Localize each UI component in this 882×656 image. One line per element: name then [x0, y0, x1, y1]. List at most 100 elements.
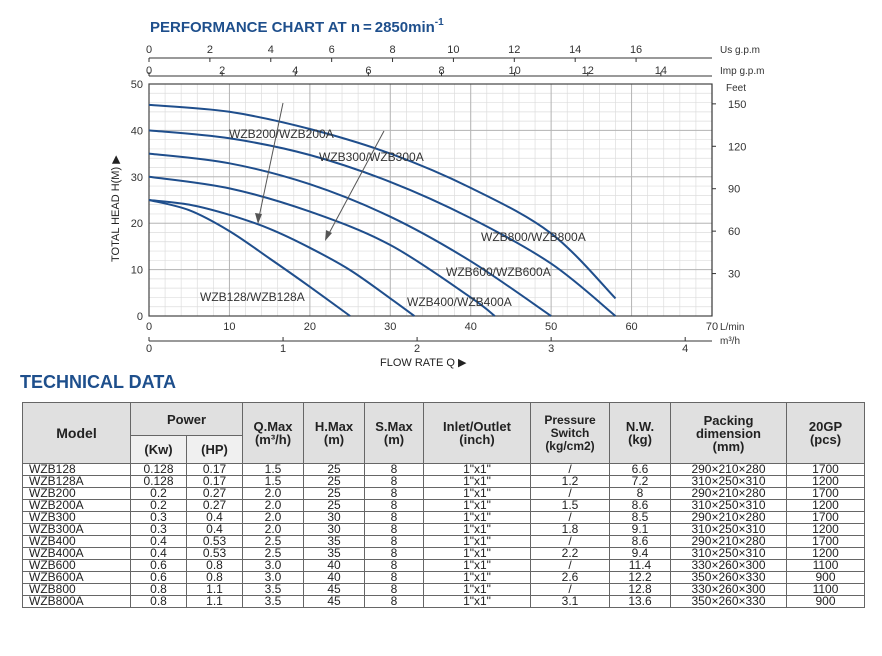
curve-wzb300 [148, 175, 496, 317]
y-axis-title: TOTAL HEAD H(M) ▶ [110, 155, 122, 262]
x3-tick-label: 8 [389, 44, 395, 56]
table-cell: 1700 [786, 487, 865, 500]
x3-unit-label: Us g.p.m [720, 45, 760, 56]
leader-arrowhead [325, 230, 332, 241]
table-row: WZB800A 0.8 1.1 3.5 45 8 1"x1" 3.1 13.6 350×260×3… [22, 595, 865, 608]
chart-series [148, 103, 617, 317]
leader-arrowhead [255, 213, 262, 224]
table-cell: 0.27 [186, 499, 243, 512]
table-cell: WZB800 [22, 583, 131, 596]
y-tick-label: 40 [131, 125, 143, 137]
table-cell: 1.1 [186, 595, 243, 608]
x4-tick-label: 6 [365, 65, 371, 77]
x-tick-label: 70 [706, 321, 718, 333]
chart-grid [148, 83, 713, 317]
leader-line [257, 102, 284, 223]
technical-data-title: TECHNICAL DATA [20, 372, 176, 392]
curve-wzb128 [148, 199, 351, 317]
x4-unit-label: Imp g.p.m [720, 66, 764, 77]
curve-wzb200 [148, 199, 415, 317]
x4-tick-label: 2 [219, 65, 225, 77]
curve-wzb600 [148, 129, 617, 317]
x4-tick-label: 8 [438, 65, 444, 77]
x2-tick-label: 4 [682, 343, 688, 355]
y2-tick-label: 150 [728, 99, 746, 111]
table-cell: 3.1 [530, 595, 610, 608]
x3-tick-label: 12 [508, 44, 520, 56]
table-cell: 310×250×310 [670, 475, 787, 488]
chart-title: PERFORMANCE CHART AT n = 2850min-1 [150, 17, 444, 36]
x3-tick-label: 6 [329, 44, 335, 56]
performance-chart: PERFORMANCE CHART AT n = 2850min-1 0 10 20… [110, 17, 765, 369]
curve-wzb400 [148, 152, 552, 317]
col-power: Power [130, 402, 243, 436]
col-inlet-outlet: Inlet/Outlet (inch) [423, 402, 531, 464]
y-tick-label: 30 [131, 172, 143, 184]
curve-wzb800 [148, 103, 617, 300]
table-cell: 1100 [786, 559, 865, 572]
col-model: Model [22, 402, 131, 464]
table-cell: WZB800A [22, 595, 131, 608]
table-cell: 1700 [786, 463, 865, 476]
y2-tick-label: 60 [728, 226, 740, 238]
table-cell: 8.5 [609, 511, 671, 524]
table-cell: 900 [786, 595, 865, 608]
col-nw: N.W. (kg) [609, 402, 671, 464]
x-unit-label: L/min [720, 322, 744, 333]
table-cell: 2.5 [242, 535, 304, 548]
x-tick-label: 60 [625, 321, 637, 333]
col-20gp: 20GP (pcs) [786, 402, 865, 464]
x-tick-label: 20 [304, 321, 316, 333]
plot-frame [148, 83, 713, 317]
table-cell: WZB400A [22, 547, 131, 560]
table-cell: 0.2 [130, 499, 187, 512]
table-cell: 0.53 [186, 547, 243, 560]
col-pressure-switch: Pressure Switch (kg/cm2) [530, 402, 610, 464]
table-cell: 9.1 [609, 523, 671, 536]
series-label: WZB600/WZB600A [446, 265, 551, 279]
x2-tick-label: 1 [280, 343, 286, 355]
x4-tick-label: 10 [509, 65, 521, 77]
table-cell: 0.4 [186, 523, 243, 536]
x2-unit-label: m³/h [720, 336, 740, 347]
y2-tick-label: 120 [728, 141, 746, 153]
table-row: WZB200 0.2 0.27 2.0 25 8 1"x1"/8 290×210×280 170… [22, 487, 865, 500]
table-cell: 0.8 [186, 571, 243, 584]
table-row: WZB400A 0.4 0.53 2.5 35 8 1"x1" 2.2 9.4 310×250×3… [22, 547, 865, 560]
col-kw: (Kw) [130, 435, 187, 464]
table-row: WZB600 0.6 0.8 3.0 40 8 1"x1"/11.4 330×260×300 1… [22, 559, 865, 572]
table-cell: 13.6 [609, 595, 671, 608]
y2-unit-label: Feet [726, 83, 746, 94]
x-tick-label: 0 [146, 321, 152, 333]
table-cell: 9.4 [609, 547, 671, 560]
x2-tick-label: 3 [548, 343, 554, 355]
x2-tick-label: 0 [146, 343, 152, 355]
x3-tick-label: 14 [569, 44, 581, 56]
x3-tick-label: 4 [268, 44, 274, 56]
col-hmax: H.Max (m) [303, 402, 365, 464]
table-cell: 0.4 [186, 511, 243, 524]
table-cell: 350×260×330 [670, 595, 787, 608]
y-tick-label: 20 [131, 218, 143, 230]
table-cell: WZB300A [22, 523, 131, 536]
y2-tick-label: 90 [728, 184, 740, 196]
table-cell: 12.2 [609, 571, 671, 584]
table-cell: 0.6 [130, 559, 187, 572]
col-qmax: Q.Max (m³/h) [242, 402, 304, 464]
table-row: WZB600A 0.6 0.8 3.0 40 8 1"x1" 2.6 12.2 350×260×3… [22, 571, 865, 584]
table-cell: 45 [303, 595, 365, 608]
y2-tick-label: 30 [728, 269, 740, 281]
table-cell: 330×260×300 [670, 559, 787, 572]
col-hp: (HP) [186, 435, 243, 464]
x-tick-label: 10 [223, 321, 235, 333]
y-tick-label: 50 [131, 79, 143, 91]
table-cell: 0.128 [130, 475, 187, 488]
y-tick-label: 0 [137, 311, 143, 323]
x4-tick-label: 14 [655, 65, 667, 77]
chart-labels: WZB128/WZB128A WZB200/WZB200A WZB300/WZB30… [200, 102, 586, 309]
x4-tick-label: 4 [292, 65, 298, 77]
series-label: WZB300/WZB300A [319, 150, 424, 164]
table-cell: WZB128 [22, 463, 131, 476]
table-cell: 2.0 [242, 487, 304, 500]
